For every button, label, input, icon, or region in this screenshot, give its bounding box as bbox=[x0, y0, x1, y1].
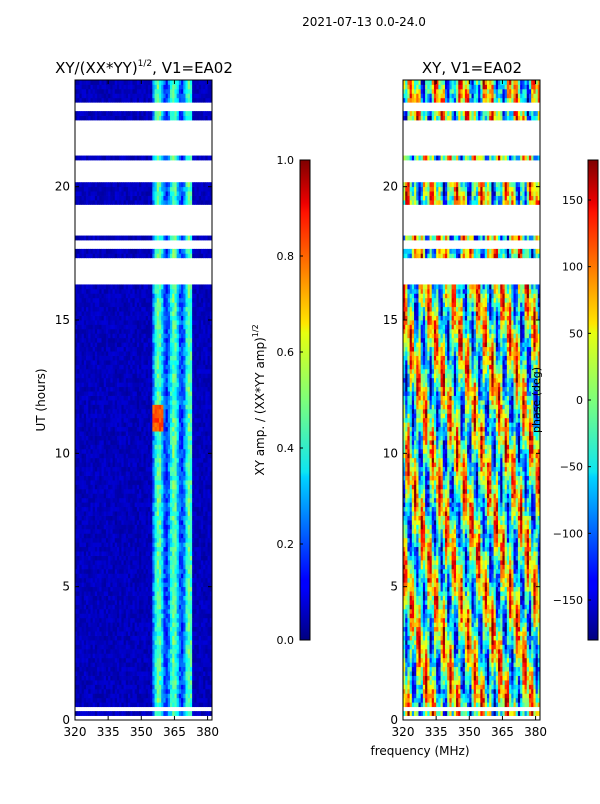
colorbar-tick-label: 150 bbox=[562, 194, 583, 207]
x-tick-label: 320 bbox=[64, 725, 87, 739]
amplitude-colorbar: 0.0 0.2 0.4 0.6 0.8 1.0 XY amp. / (XX*YY amp)… bbox=[251, 154, 310, 647]
amplitude-colorbar-label: XY amp. / (XX*YY amp)1/2 bbox=[251, 324, 267, 475]
x-tick-label: 335 bbox=[425, 725, 448, 739]
colorbar-tick-label: 100 bbox=[562, 261, 583, 274]
amplitude-ylabel: UT (hours) bbox=[34, 368, 48, 431]
colorbar-tick-label: 50 bbox=[569, 327, 583, 340]
x-tick-label: 365 bbox=[163, 725, 186, 739]
colorbar-tick-label: −150 bbox=[553, 594, 583, 607]
amplitude-panel-title: XY/(XX*YY)1/2, V1=EA02 bbox=[55, 59, 233, 77]
amplitude-heatmap bbox=[75, 80, 212, 716]
x-tick-label: 350 bbox=[130, 725, 153, 739]
x-tick-label: 380 bbox=[196, 725, 219, 739]
x-tick-label: 320 bbox=[392, 725, 415, 739]
y-tick-label: 0 bbox=[62, 713, 70, 727]
colorbar-tick-label: −50 bbox=[560, 461, 583, 474]
colorbar-tick-label: 0.0 bbox=[277, 634, 295, 647]
x-tick-label: 365 bbox=[491, 725, 514, 739]
y-tick-label: 15 bbox=[55, 313, 70, 327]
y-tick-label: 10 bbox=[55, 446, 70, 460]
x-tick-label: 335 bbox=[97, 725, 120, 739]
phase-panel: XY, V1=EA02 320 335 350 365 380 0 5 10 15 20 bbox=[383, 59, 547, 739]
amplitude-colorbar-bar bbox=[300, 160, 310, 640]
amplitude-panel: XY/(XX*YY)1/2, V1=EA02 320 335 350 365 380 0 5… bbox=[34, 59, 233, 739]
colorbar-tick-label: 0.2 bbox=[277, 538, 295, 551]
figure-xlabel: frequency (MHz) bbox=[370, 744, 469, 758]
figure-suptitle: 2021-07-13 0.0-24.0 bbox=[302, 15, 426, 29]
colorbar-tick-label: −100 bbox=[553, 527, 583, 540]
y-tick-label: 10 bbox=[383, 446, 398, 460]
y-tick-label: 15 bbox=[383, 313, 398, 327]
colorbar-tick-label: 1.0 bbox=[277, 154, 295, 167]
phase-panel-title: XY, V1=EA02 bbox=[422, 59, 522, 77]
y-tick-label: 20 bbox=[55, 180, 70, 194]
amplitude-colorbar-ticks: 0.0 0.2 0.4 0.6 0.8 1.0 bbox=[277, 154, 304, 647]
y-tick-label: 20 bbox=[383, 180, 398, 194]
phase-colorbar-label: phase (deg) bbox=[530, 367, 543, 433]
colorbar-tick-label: 0.8 bbox=[277, 250, 295, 263]
colorbar-tick-label: 0.4 bbox=[277, 442, 295, 455]
colorbar-tick-label: 0 bbox=[576, 394, 583, 407]
y-tick-label: 0 bbox=[390, 713, 398, 727]
x-tick-label: 350 bbox=[458, 725, 481, 739]
y-tick-label: 5 bbox=[390, 580, 398, 594]
y-tick-label: 5 bbox=[62, 580, 70, 594]
colorbar-tick-label: 0.6 bbox=[277, 346, 295, 359]
phase-heatmap bbox=[403, 80, 540, 716]
x-tick-label: 380 bbox=[524, 725, 547, 739]
phase-colorbar-ticks: 150 100 50 0 −50 −100 −150 bbox=[553, 194, 591, 607]
